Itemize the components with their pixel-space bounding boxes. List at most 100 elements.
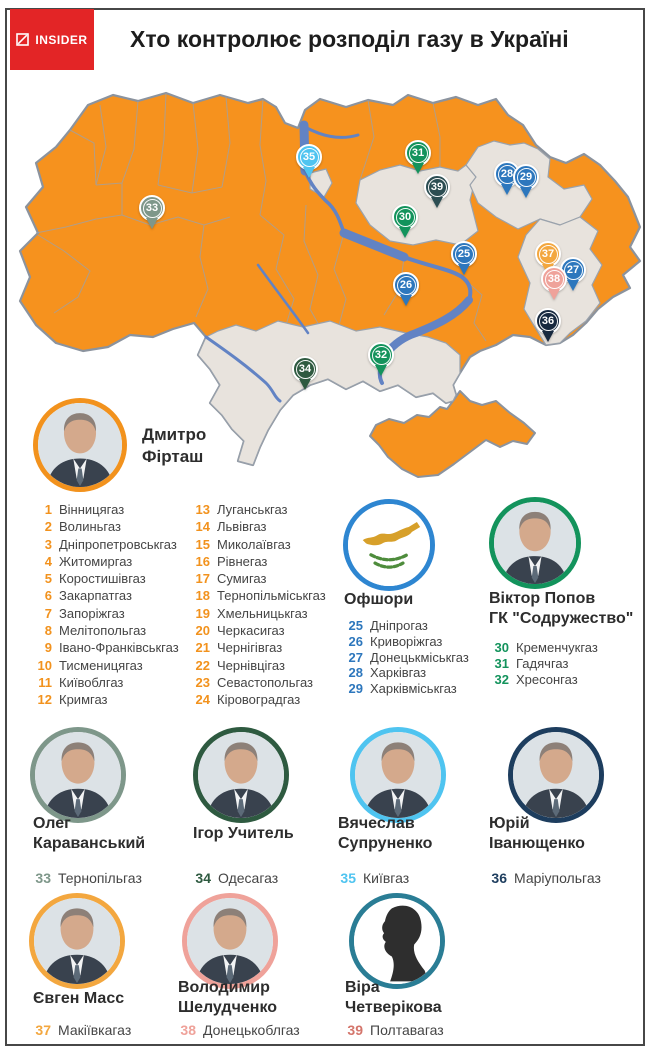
company-number: 18 xyxy=(195,588,210,604)
person-photo-icon xyxy=(355,732,441,818)
company-item: 37 Макіївкагаз xyxy=(33,1022,131,1040)
map-pin-34: 34 xyxy=(292,356,318,382)
company-name: Хмельницькгаз xyxy=(217,605,308,621)
map-pin-26: 26 xyxy=(393,272,419,298)
map-pin-35: 35 xyxy=(296,144,322,170)
person-photo-icon xyxy=(494,502,576,584)
company-number: 28 xyxy=(348,665,363,681)
company-item: 14 Львівгаз xyxy=(190,519,326,536)
person-org-line: ГК "Содружество" xyxy=(489,610,634,627)
company-item: 30 Кременчукгаз xyxy=(489,640,598,656)
company-number: 36 xyxy=(491,870,507,886)
company-item: 4 Житомиргаз xyxy=(34,554,179,571)
person-photo-icon xyxy=(34,898,120,984)
company-item: 26 Криворіжгаз xyxy=(343,634,469,650)
company-item: 16 Рівнегаз xyxy=(190,554,326,571)
company-sheludchenko: 38 Донецькоблгаз xyxy=(178,1022,300,1040)
company-name: Донецькоблгаз xyxy=(203,1022,300,1038)
avatar-suprunenko xyxy=(350,727,446,823)
insider-logo: INSIDER xyxy=(10,9,94,70)
company-item: 9 Івано-Франківськгаз xyxy=(34,640,179,657)
company-number: 8 xyxy=(44,623,52,639)
company-name: Криворіжгаз xyxy=(370,633,443,649)
company-number: 6 xyxy=(44,588,52,604)
company-number: 33 xyxy=(35,870,51,886)
company-name: Закарпатгаз xyxy=(59,588,132,604)
company-item: 25 Дніпрогаз xyxy=(343,618,469,634)
map-pin-39-number: 39 xyxy=(430,180,444,193)
map-pin-32-number: 32 xyxy=(374,348,388,361)
person-photo-icon xyxy=(35,732,121,818)
avatar-ivaniushchenko xyxy=(508,727,604,823)
map-pin-34-number: 34 xyxy=(298,362,312,375)
company-number: 21 xyxy=(195,640,210,656)
company-item: 31 Гадячгаз xyxy=(489,656,598,672)
company-item: 28 Харківгаз xyxy=(343,665,469,681)
company-number: 19 xyxy=(195,605,210,621)
company-name: Макіївкагаз xyxy=(58,1022,132,1038)
avatar-mass xyxy=(29,893,125,989)
company-item: 35 Київгаз xyxy=(338,870,409,888)
company-name: Маріупольгаз xyxy=(514,870,601,886)
person-name-mass: Євген Масс xyxy=(33,990,125,1007)
map-pin-31-number: 31 xyxy=(411,146,425,159)
company-number: 30 xyxy=(494,640,509,655)
company-number: 20 xyxy=(195,623,210,639)
company-name: Тисменицягаз xyxy=(59,657,143,673)
company-item: 3 Дніпропетровськгаз xyxy=(34,537,179,554)
company-item: 15 Миколаївгаз xyxy=(190,537,326,554)
company-item: 7 Запоріжгаз xyxy=(34,606,179,623)
company-name: Тернопільміськгаз xyxy=(217,588,326,604)
company-number: 2 xyxy=(44,519,52,535)
company-name: Вінницягаз xyxy=(59,502,125,517)
company-number: 12 xyxy=(37,692,52,708)
company-name: Житомиргаз xyxy=(59,553,133,569)
section-title-offshore: Офшори xyxy=(344,591,414,608)
company-list-firtash-2: 13 Луганськгаз 14 Львівгаз 15 Миколаївгаз 16 Рі… xyxy=(190,502,326,710)
map-pin-26-number: 26 xyxy=(399,278,413,291)
person-name-firtash: Дмитро Фірташ xyxy=(142,425,207,466)
company-item: 36 Маріупольгаз xyxy=(489,870,601,888)
company-name: Донецькміськгаз xyxy=(370,649,469,665)
company-name: Луганськгаз xyxy=(217,502,288,517)
map-pin-25: 25 xyxy=(451,241,477,267)
map-pin-33: 33 xyxy=(139,195,165,221)
map-pin-30: 30 xyxy=(392,204,418,230)
company-name: Дніпропетровськгаз xyxy=(59,536,177,552)
map-crimea xyxy=(369,390,536,478)
company-number: 4 xyxy=(44,553,52,569)
company-item: 38 Донецькоблгаз xyxy=(178,1022,300,1040)
company-name: Сумигаз xyxy=(217,571,267,587)
avatar-chetverikova xyxy=(349,893,445,989)
company-number: 27 xyxy=(348,649,363,665)
company-name: Хресонгаз xyxy=(516,671,578,687)
map-pin-29-number: 29 xyxy=(519,170,533,183)
ukraine-map-svg xyxy=(18,91,642,478)
map-pin-38: 38 xyxy=(541,266,567,292)
map-pin-36-number: 36 xyxy=(541,314,555,327)
company-number: 11 xyxy=(38,674,52,690)
company-number: 10 xyxy=(37,657,52,673)
map-pin-32: 32 xyxy=(368,342,394,368)
company-item: 23 Севастопольгаз xyxy=(190,675,326,692)
avatar-karavanskyi xyxy=(30,727,126,823)
person-photo-icon xyxy=(38,403,122,487)
avatar-popov xyxy=(489,497,581,589)
map-pin-38-number: 38 xyxy=(547,272,561,285)
map-pin-30-number: 30 xyxy=(398,210,412,223)
company-karavanskyi: 33 Тернопільгаз xyxy=(33,870,141,888)
company-name: Гадячгаз xyxy=(516,655,569,671)
company-number: 37 xyxy=(35,1022,51,1038)
company-item: 34 Одесагаз xyxy=(193,870,278,888)
company-item: 8 Мелітопольгаз xyxy=(34,623,179,640)
avatar-offshore-cyprus xyxy=(343,499,435,591)
company-ivaniushchenko: 36 Маріупольгаз xyxy=(489,870,601,888)
map-pin-29: 29 xyxy=(513,164,539,190)
company-name: Кримгаз xyxy=(59,692,108,708)
map-pin-27-number: 27 xyxy=(566,263,580,276)
map-pin-35-number: 35 xyxy=(302,150,316,163)
cyprus-flag-icon xyxy=(348,504,430,586)
company-number: 24 xyxy=(195,692,210,708)
company-item: 33 Тернопільгаз xyxy=(33,870,141,888)
